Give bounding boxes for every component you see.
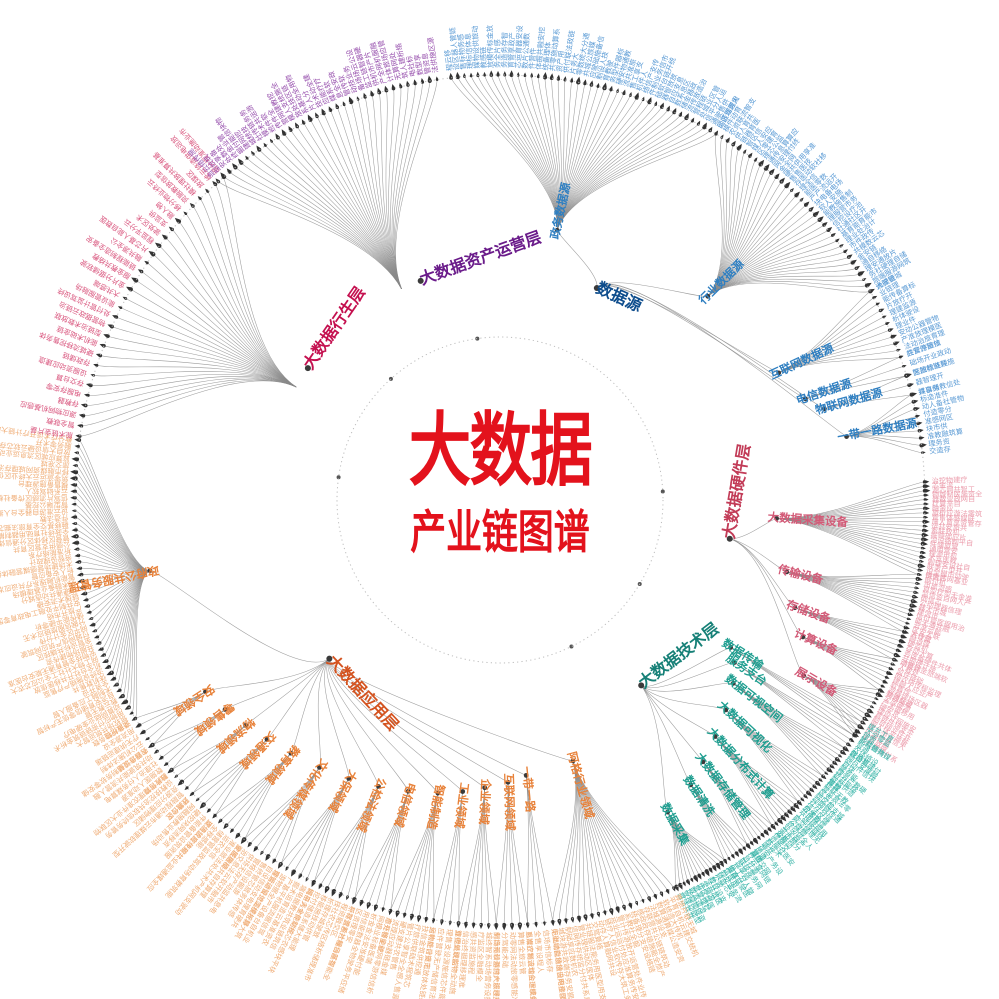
svg-text:大数据: 大数据 (409, 407, 592, 496)
svg-text:产业链图谱: 产业链图谱 (410, 507, 589, 558)
